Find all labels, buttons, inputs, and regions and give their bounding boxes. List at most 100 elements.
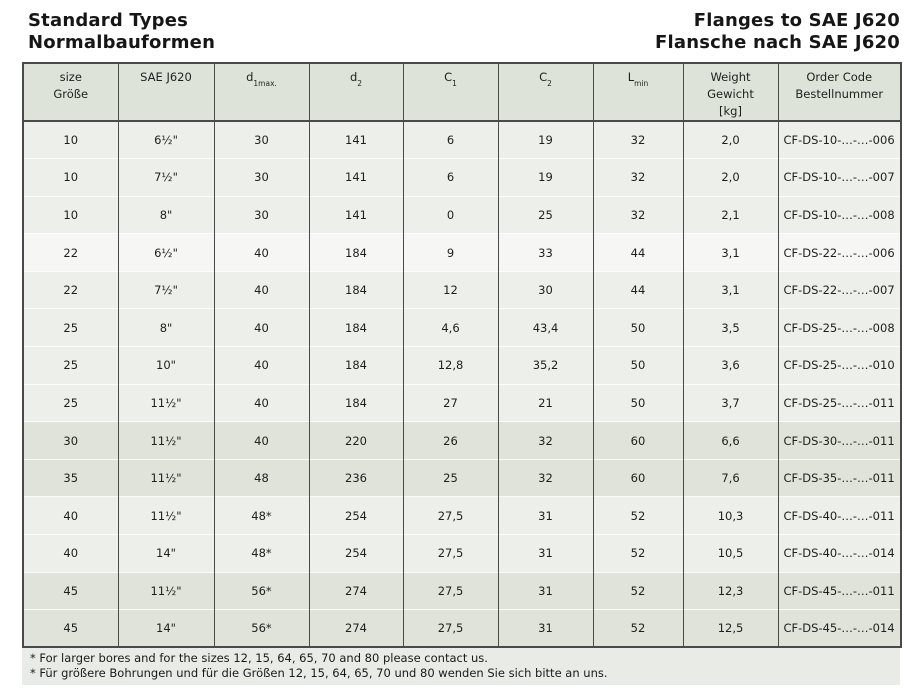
column-header-order: Order Code Bestellnummer [777, 63, 902, 122]
table-row: 10 8" 30 141 0 25 32 2,1 CF-DS-10-…-…-008 [22, 195, 902, 234]
cell-d1max: 30 [213, 158, 310, 197]
page-header: Standard Types Normalbauformen Flanges t… [28, 10, 900, 54]
column-header-size: size Größe [22, 63, 119, 122]
cell-c1: 27,5 [402, 496, 499, 535]
cell-sae: 14" [117, 609, 215, 648]
cell-d2: 236 [308, 458, 404, 497]
cell-c2: 19 [497, 120, 594, 159]
table-row: 45 14" 56* 274 27,5 31 52 12,5 CF-DS-45-…-…-014 [22, 609, 902, 648]
cell-c1: 25 [402, 458, 499, 497]
footnote-de: * Für größere Bohrungen und für die Größ… [30, 666, 608, 680]
cell-d1max: 48 [213, 458, 310, 497]
title-right: Flanges to SAE J620 Flansche nach SAE J6… [655, 10, 900, 54]
cell-sae: 11½" [117, 571, 215, 610]
cell-order: CF-DS-22-…-…-006 [777, 233, 902, 272]
cell-weight: 2,1 [682, 195, 779, 234]
header-row: size Größe SAE J620 d1max. d2 C1 C2 Lmin Weight G… [22, 63, 902, 122]
cell-sae: 14" [117, 534, 215, 573]
cell-size: 30 [22, 421, 119, 460]
cell-weight: 3,1 [682, 233, 779, 272]
cell-sae: 11½" [117, 383, 215, 422]
cell-c1: 6 [402, 158, 499, 197]
cell-size: 25 [22, 383, 119, 422]
cell-size: 10 [22, 158, 119, 197]
cell-order: CF-DS-30-…-…-011 [777, 421, 902, 460]
cell-lmin: 52 [592, 496, 684, 535]
table-row: 45 11½" 56* 274 27,5 31 52 12,3 CF-DS-45-…-…-011 [22, 571, 902, 610]
table-row: 40 11½" 48* 254 27,5 31 52 10,3 CF-DS-40-…-…-011 [22, 496, 902, 535]
cell-sae: 7½" [117, 270, 215, 309]
cell-lmin: 60 [592, 421, 684, 460]
cell-d2: 274 [308, 571, 404, 610]
cell-size: 40 [22, 534, 119, 573]
cell-c2: 19 [497, 158, 594, 197]
table-body: 10 6½" 30 141 6 19 32 2,0 CF-DS-10-…-…-006 10 7½" 3… [22, 120, 902, 648]
cell-lmin: 50 [592, 308, 684, 347]
table-header: size Größe SAE J620 d1max. d2 C1 C2 Lmin Weight G… [22, 63, 902, 122]
cell-order: CF-DS-40-…-…-014 [777, 534, 902, 573]
column-header-d2: d2 [308, 63, 404, 122]
cell-lmin: 52 [592, 571, 684, 610]
cell-lmin: 60 [592, 458, 684, 497]
cell-d1max: 40 [213, 308, 310, 347]
cell-sae: 6½" [117, 120, 215, 159]
cell-c1: 26 [402, 421, 499, 460]
cell-size: 25 [22, 346, 119, 385]
cell-size: 22 [22, 270, 119, 309]
cell-weight: 12,5 [682, 609, 779, 648]
cell-lmin: 32 [592, 195, 684, 234]
column-header-lmin: Lmin [592, 63, 684, 122]
cell-c2: 43,4 [497, 308, 594, 347]
cell-weight: 7,6 [682, 458, 779, 497]
cell-size: 22 [22, 233, 119, 272]
cell-weight: 3,5 [682, 308, 779, 347]
column-header-d1max: d1max. [213, 63, 310, 122]
cell-d1max: 48* [213, 534, 310, 573]
cell-order: CF-DS-10-…-…-008 [777, 195, 902, 234]
cell-d2: 184 [308, 383, 404, 422]
table-row: 40 14" 48* 254 27,5 31 52 10,5 CF-DS-40-…-…-014 [22, 534, 902, 573]
column-header-weight: Weight Gewicht [kg] [682, 63, 779, 122]
cell-d1max: 40 [213, 270, 310, 309]
column-header-c1: C1 [402, 63, 499, 122]
cell-weight: 12,3 [682, 571, 779, 610]
cell-size: 10 [22, 120, 119, 159]
cell-sae: 11½" [117, 496, 215, 535]
table-row: 10 6½" 30 141 6 19 32 2,0 CF-DS-10-…-…-006 [22, 120, 902, 159]
cell-d2: 141 [308, 195, 404, 234]
cell-c1: 27 [402, 383, 499, 422]
cell-c1: 4,6 [402, 308, 499, 347]
cell-c2: 32 [497, 458, 594, 497]
cell-c2: 31 [497, 571, 594, 610]
cell-lmin: 32 [592, 120, 684, 159]
cell-c2: 31 [497, 534, 594, 573]
cell-d1max: 48* [213, 496, 310, 535]
cell-d1max: 40 [213, 233, 310, 272]
cell-lmin: 32 [592, 158, 684, 197]
cell-d2: 184 [308, 233, 404, 272]
cell-d1max: 30 [213, 195, 310, 234]
cell-c2: 31 [497, 609, 594, 648]
table-row: 30 11½" 40 220 26 32 60 6,6 CF-DS-30-…-…-011 [22, 421, 902, 460]
footnote-en: * For larger bores and for the sizes 12,… [30, 651, 488, 665]
cell-size: 25 [22, 308, 119, 347]
cell-d1max: 40 [213, 346, 310, 385]
cell-d1max: 30 [213, 120, 310, 159]
table-row: 10 7½" 30 141 6 19 32 2,0 CF-DS-10-…-…-007 [22, 158, 902, 197]
cell-d1max: 56* [213, 571, 310, 610]
cell-weight: 3,1 [682, 270, 779, 309]
cell-size: 40 [22, 496, 119, 535]
cell-c1: 27,5 [402, 534, 499, 573]
cell-order: CF-DS-25-…-…-010 [777, 346, 902, 385]
cell-weight: 3,7 [682, 383, 779, 422]
cell-size: 35 [22, 458, 119, 497]
cell-sae: 7½" [117, 158, 215, 197]
cell-c1: 27,5 [402, 609, 499, 648]
title-normalbauformen: Normalbauformen [28, 32, 216, 53]
cell-c1: 12,8 [402, 346, 499, 385]
cell-d2: 220 [308, 421, 404, 460]
cell-sae: 6½" [117, 233, 215, 272]
cell-c2: 21 [497, 383, 594, 422]
cell-sae: 8" [117, 195, 215, 234]
cell-d1max: 40 [213, 421, 310, 460]
